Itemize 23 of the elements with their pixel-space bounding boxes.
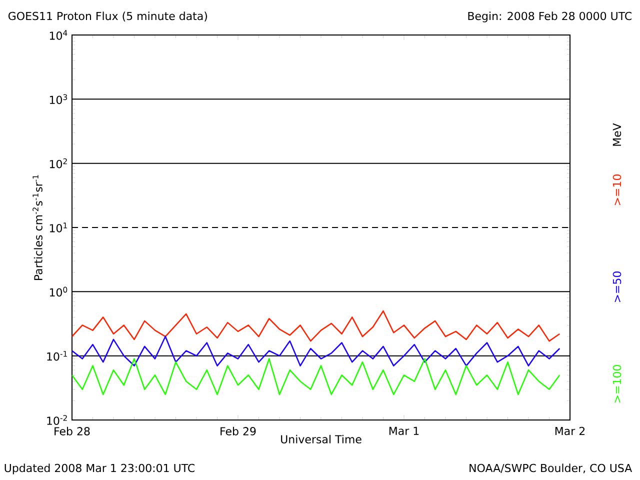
text: >=10 [612,174,622,206]
line-series [72,336,560,366]
text: Updated 2008 Mar 1 23:00:01 UTC [4,464,195,474]
x-tick-label: Feb 29 [220,426,256,436]
x-tick-label: Mar 1 [389,426,419,436]
legend-title: MeV [612,123,622,146]
x-tick-label: Mar 2 [555,426,585,436]
x-tick-label: Feb 28 [54,426,90,436]
y-tick-label: 10$^{0}$ [50,286,68,297]
y-tick-label: 10$^{1}$ [50,222,67,232]
y-tick-label: 10$^{2}$ [50,158,67,168]
chart-title: GOES11 Proton Flux (5 minute data) [8,12,207,22]
text: NOAA/SWPC Boulder, CO USA [470,464,632,474]
y-tick-label: 10$^{-2}$ [47,415,67,425]
text: >=50 [612,272,622,302]
y-tick-label: 10$^{4}$ [50,30,68,40]
line-series [72,358,560,396]
y-tick-label: 10$^{3}$ [50,94,68,104]
y-axis-title: Particles cm$^{-2}$s$^{-1}$sr$^{-1}$ [32,175,42,280]
y-tick-label: 10$^{-1}$ [47,350,67,361]
chart-subtitle: Begin: 2008 Feb 28 0000 UTC [468,12,632,22]
x-axis-title: Universal Time [281,434,362,444]
text: >=100 [612,365,622,403]
